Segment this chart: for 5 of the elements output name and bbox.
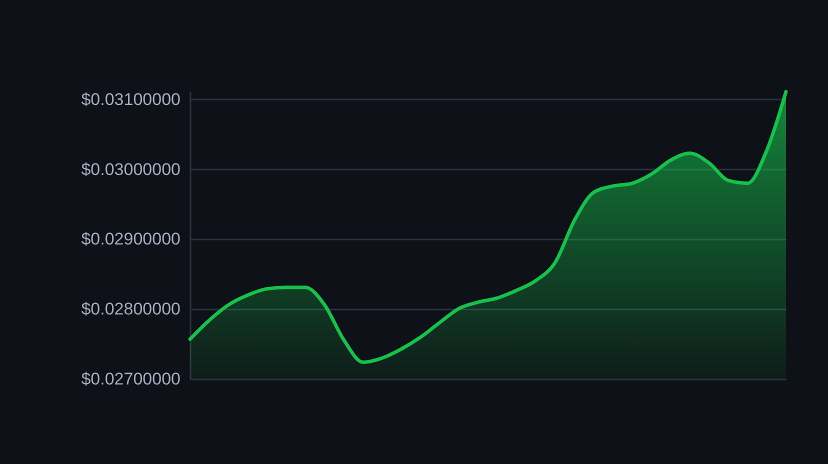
y-tick-label: $0.02900000 (81, 230, 180, 249)
y-tick-label: $0.02800000 (81, 300, 180, 319)
y-tick-label: $0.03100000 (81, 90, 180, 109)
y-tick-label: $0.03000000 (81, 160, 180, 179)
y-tick-label: $0.02700000 (81, 370, 180, 388)
